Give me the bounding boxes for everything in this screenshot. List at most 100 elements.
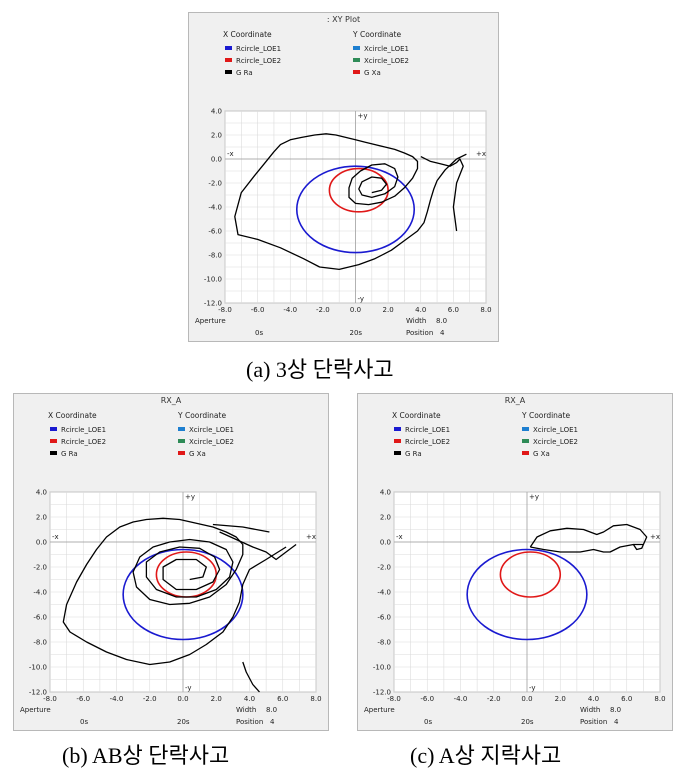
y-tick-label: -10.0 [204,276,222,284]
y-tick-label: -12.0 [373,689,391,697]
axis-mark-px: +x [650,533,660,541]
legend-entry: Rcircle_LOE1 [61,426,106,434]
legend-entry: Rcircle_LOE1 [405,426,450,434]
legend-swatch [522,439,529,443]
footer-width-value: 8.0 [610,706,621,714]
axis-mark-px: +x [476,150,486,158]
footer-time-end: 20s [350,329,363,337]
legend-entry: G Xa [533,450,550,458]
footer-width-value: 8.0 [266,706,277,714]
legend-swatch [394,439,401,443]
y-tick-label: 0.0 [211,156,222,164]
legend-swatch [353,58,360,62]
axis-mark-nx: -x [52,533,59,541]
legend-swatch [178,451,185,455]
y-tick-label: -6.0 [208,228,222,236]
legend-entry: G Ra [236,69,253,77]
legend-entry: Xcircle_LOE1 [189,426,234,434]
legend-swatch [50,451,57,455]
x-tick-label: -6.0 [76,695,90,703]
legend-x-header: X Coordinate [392,411,441,420]
trace-line [62,517,287,666]
plot-panel-c: RX_A X Coordinate Y Coordinate Rcircle_LOE… [357,393,673,731]
legend-y-header: Y Coordinate [177,411,226,420]
x-tick-label: 4.0 [415,306,426,314]
trace-line [219,531,297,561]
x-tick-label: 2.0 [555,695,566,703]
axis-mark-py: +y [185,493,195,501]
xy-plot-svg: X Coordinate Y Coordinate Rcircle_LOE1 Xcir… [20,411,322,726]
footer-time-start: 0s [424,718,432,726]
footer-aperture: Aperture [195,317,226,325]
x-tick-label: -2.0 [487,695,501,703]
legend-entry: Xcircle_LOE2 [364,57,409,65]
x-tick-label: 4.0 [244,695,255,703]
y-tick-label: -8.0 [377,639,391,647]
footer-time-start: 0s [80,718,88,726]
trace-line [420,156,464,232]
trace-line [456,153,467,160]
legend-swatch [225,58,232,62]
axis-mark-ny: -y [529,684,536,692]
legend-entry: G Xa [189,450,206,458]
plot-title: : XY Plot [326,15,361,24]
legend-swatch [394,451,401,455]
footer-position-label: Position [236,718,263,726]
xy-plot-svg: X Coordinate Y Coordinate Rcircle_LOE1 Xcir… [195,30,492,337]
legend-swatch [225,70,232,74]
legend-entry: G Xa [364,69,381,77]
axis-mark-py: +y [529,493,539,501]
trace-line [234,133,458,271]
footer-time-start: 0s [255,329,263,337]
axis-mark-nx: -x [396,533,403,541]
y-tick-label: 4.0 [36,489,47,497]
legend-swatch [353,70,360,74]
trace-line [529,523,648,553]
axis-mark-nx: -x [227,150,234,158]
y-tick-label: -4.0 [377,589,391,597]
y-tick-label: -10.0 [29,664,47,672]
x-tick-label: 0.0 [350,306,361,314]
footer-position-value: 4 [270,718,275,726]
footer-position-value: 4 [614,718,619,726]
x-tick-label: 0.0 [521,695,532,703]
legend-x-header: X Coordinate [223,30,272,39]
x-tick-label: 2.0 [383,306,394,314]
legend-entry: Xcircle_LOE2 [533,438,578,446]
x-tick-label: 4.0 [588,695,599,703]
x-tick-label: -2.0 [143,695,157,703]
plot-title: RX_A [504,396,526,405]
footer-aperture: Aperture [364,706,395,714]
legend-swatch [178,427,185,431]
footer-time-end: 20s [521,718,534,726]
caption-c: (c) A상 지락사고 [410,743,562,768]
footer-position-value: 4 [440,329,445,337]
legend-entry: G Ra [61,450,78,458]
plot-panel-b: RX_A X Coordinate Y Coordinate Rcircle_LOE… [13,393,329,731]
circle-Rcircle_LOE1 [295,165,416,254]
legend-x-header: X Coordinate [48,411,97,420]
axis-mark-ny: -y [185,684,192,692]
circle-Rcircle_LOE2 [328,167,389,213]
x-tick-label: -8.0 [387,695,401,703]
axis-mark-py: +y [358,112,368,120]
footer-width-label: Width [236,706,256,714]
x-tick-label: -4.0 [283,306,297,314]
y-tick-label: -12.0 [29,689,47,697]
trace-line [632,544,644,551]
footer-aperture: Aperture [20,706,51,714]
x-tick-label: -2.0 [316,306,330,314]
legend-y-header: Y Coordinate [352,30,401,39]
legend-entry: Xcircle_LOE2 [189,438,234,446]
x-tick-label: -4.0 [454,695,468,703]
legend-swatch [522,427,529,431]
axis-mark-px: +x [306,533,316,541]
plot-panel-a: : XY Plot X Coordinate Y Coordinate Rcircl… [188,12,499,342]
footer-position-label: Position [580,718,607,726]
legend-entry: G Ra [405,450,422,458]
plot-title: RX_A [160,396,182,405]
x-tick-label: 2.0 [211,695,222,703]
legend-swatch [394,427,401,431]
legend-y-header: Y Coordinate [521,411,570,420]
caption-a: (a) 3상 단락사고 [246,357,394,382]
